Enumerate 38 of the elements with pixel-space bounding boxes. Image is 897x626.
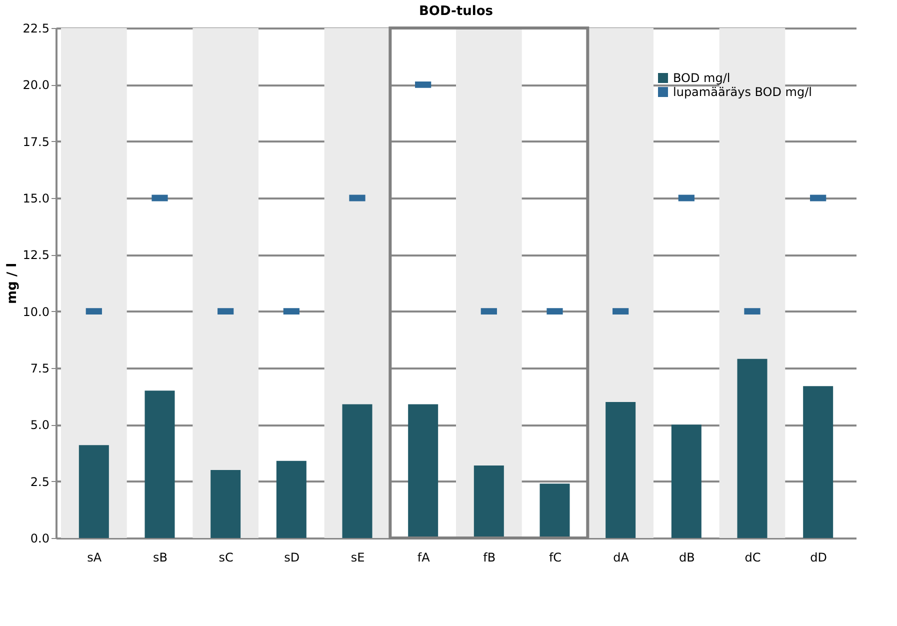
y-tick-label: 2.5: [30, 474, 50, 489]
y-tick-label: 15.0: [22, 192, 50, 206]
bar: [474, 465, 504, 538]
y-tick-label: 10.0: [22, 304, 50, 319]
y-tick-label: 7.5: [30, 362, 50, 376]
y-tick-label: 5.0: [30, 418, 50, 432]
x-tick-label: sB: [153, 550, 168, 564]
bar: [737, 358, 768, 538]
bar: [408, 404, 438, 538]
x-tick-label: dA: [613, 550, 630, 564]
bar: [803, 386, 834, 538]
x-tick-label: dC: [744, 550, 761, 564]
bar: [342, 404, 372, 538]
chart-title: BOD-tulos: [419, 4, 494, 19]
x-tick-label: fC: [548, 550, 562, 564]
y-tick-label: 17.5: [22, 134, 50, 149]
legend-label: BOD mg/l: [673, 71, 730, 85]
y-tick-label: 22.5: [22, 22, 50, 36]
x-tick-label: dD: [810, 550, 828, 564]
y-tick-label: 12.5: [22, 248, 50, 262]
x-tick-label: sE: [350, 550, 365, 564]
legend-label: lupamääräys BOD mg/l: [673, 85, 812, 99]
y-tick-label: 20.0: [22, 78, 50, 92]
x-tick-label: fA: [417, 550, 431, 564]
x-tick-label: sC: [218, 550, 234, 564]
bar: [540, 484, 570, 538]
bar: [276, 460, 306, 538]
bar: [606, 402, 636, 538]
y-axis-title: mg / l: [4, 262, 20, 304]
bar: [210, 470, 241, 538]
x-tick-label: sA: [87, 550, 102, 564]
y-tick-label: 0.0: [30, 532, 50, 546]
x-tick-label: dB: [678, 550, 695, 564]
bar: [671, 424, 702, 538]
x-tick-label: fB: [483, 550, 496, 564]
bar: [144, 390, 175, 538]
bar: [78, 445, 109, 538]
x-tick-label: sD: [284, 550, 300, 564]
